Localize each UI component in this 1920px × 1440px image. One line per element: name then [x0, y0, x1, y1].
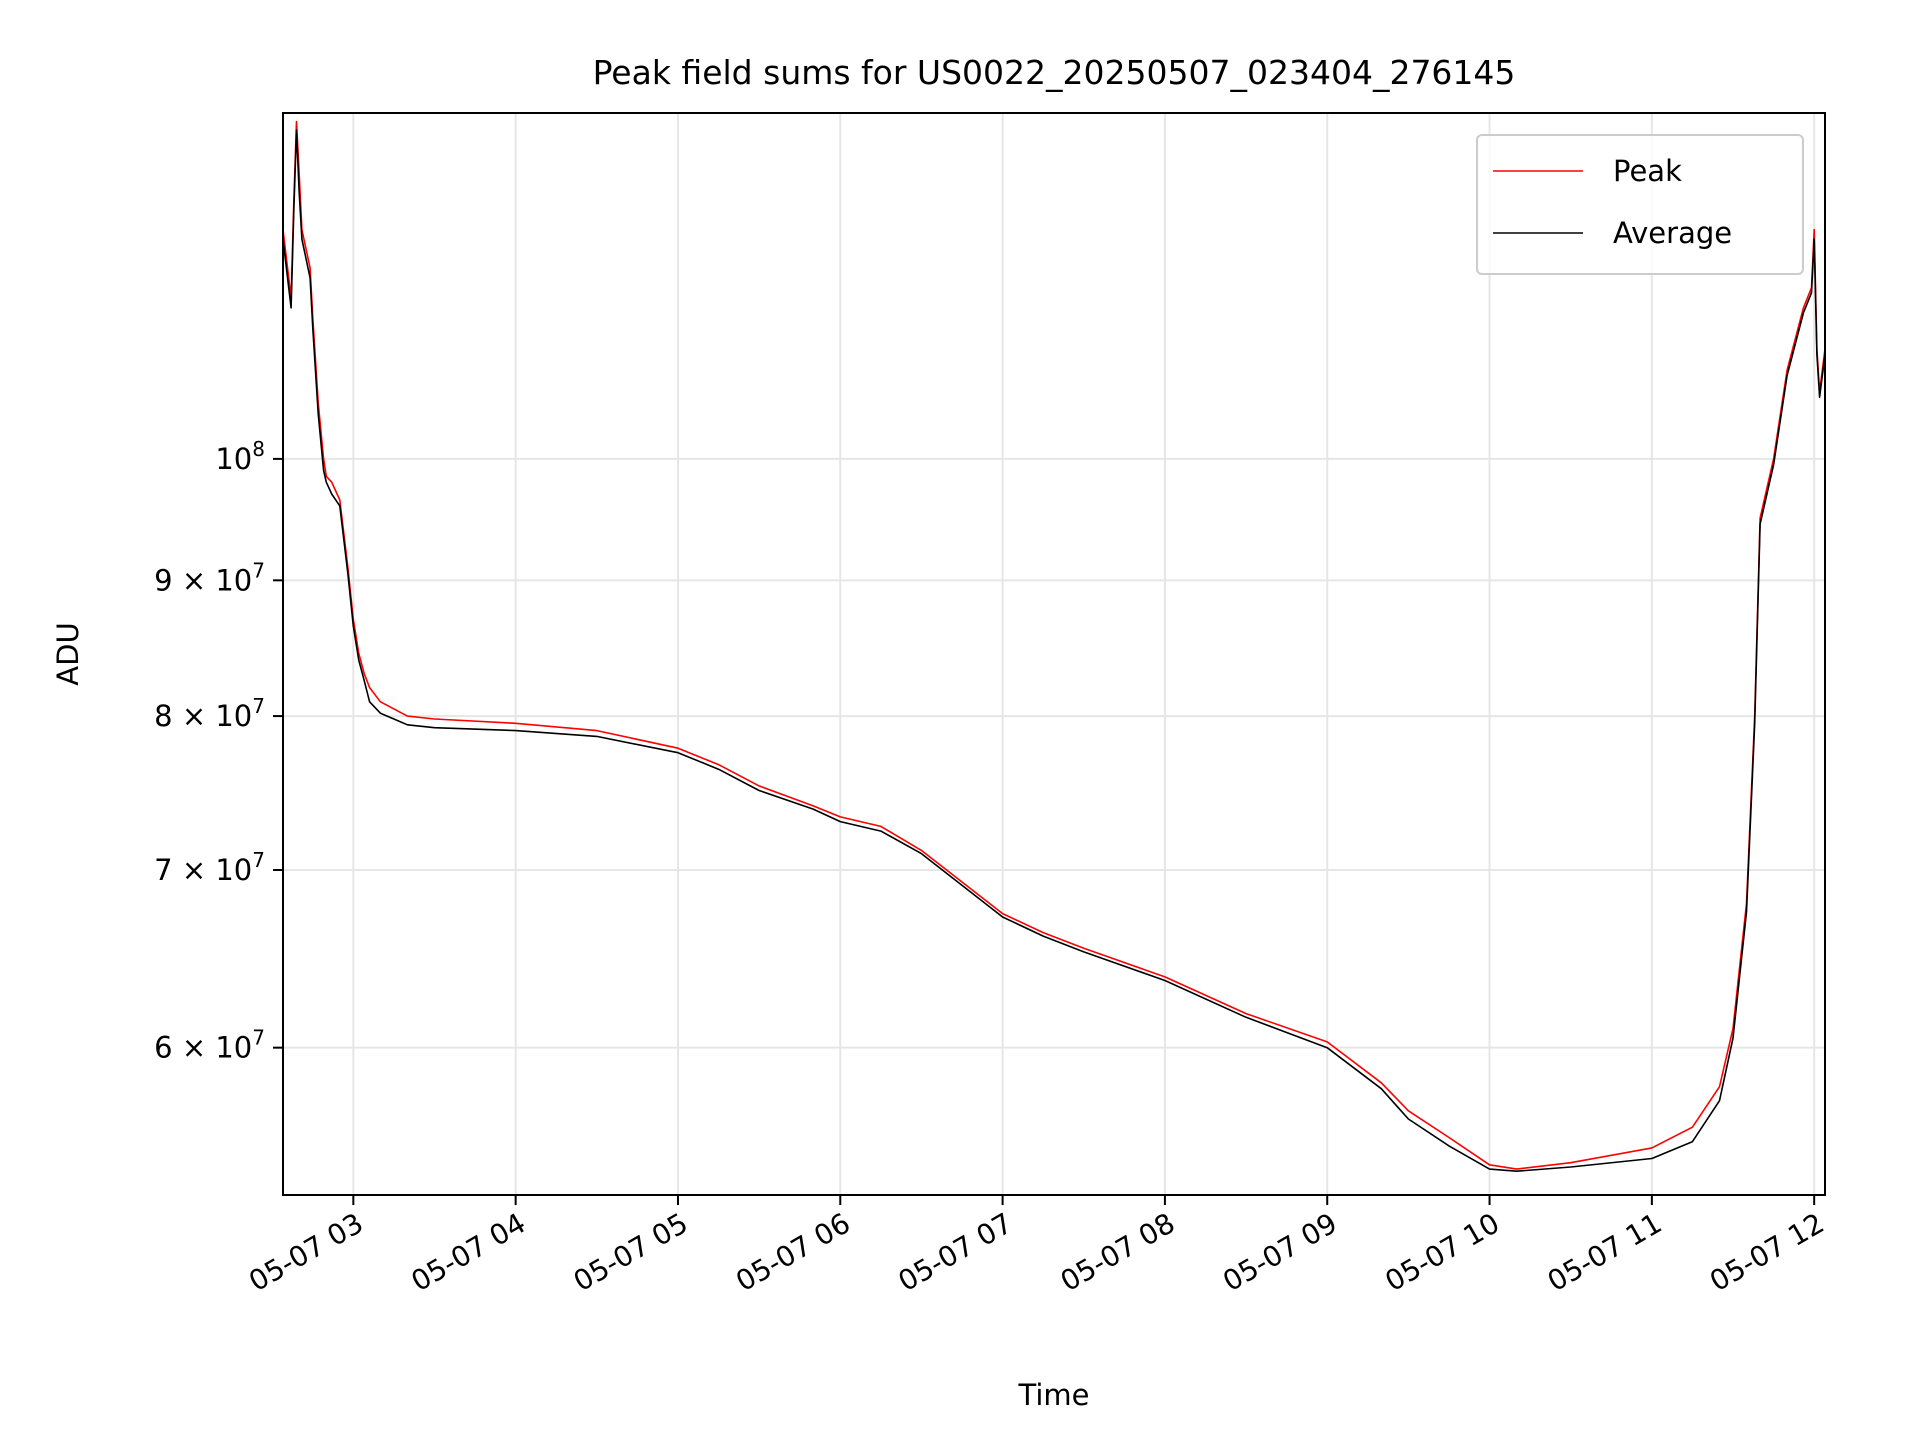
- legend-box: [1476, 134, 1804, 275]
- y-tick-label: 8 × 107: [154, 694, 265, 733]
- y-tick-label: 6 × 107: [154, 1026, 265, 1065]
- legend-label-average: Average: [1613, 216, 1732, 250]
- y-tick-label: 108: [215, 437, 265, 476]
- legend-label-peak: Peak: [1613, 154, 1682, 188]
- y-axis: 6 × 107 7 × 107 8 × 107 9 × 107 108: [154, 437, 283, 1065]
- y-axis-label: ADU: [51, 622, 85, 685]
- chart-title: Peak field sums for US0022_20250507_0234…: [593, 53, 1516, 92]
- x-axis-label: Time: [1018, 1378, 1090, 1412]
- legend: Peak Average: [1476, 134, 1804, 275]
- y-tick-label: 7 × 107: [154, 848, 265, 887]
- series-layer: [283, 120, 1825, 1172]
- series-line-average: [283, 129, 1825, 1172]
- plot-frame: [282, 112, 1826, 1196]
- y-tick-label: 9 × 107: [154, 558, 265, 597]
- grid: [283, 113, 1825, 1195]
